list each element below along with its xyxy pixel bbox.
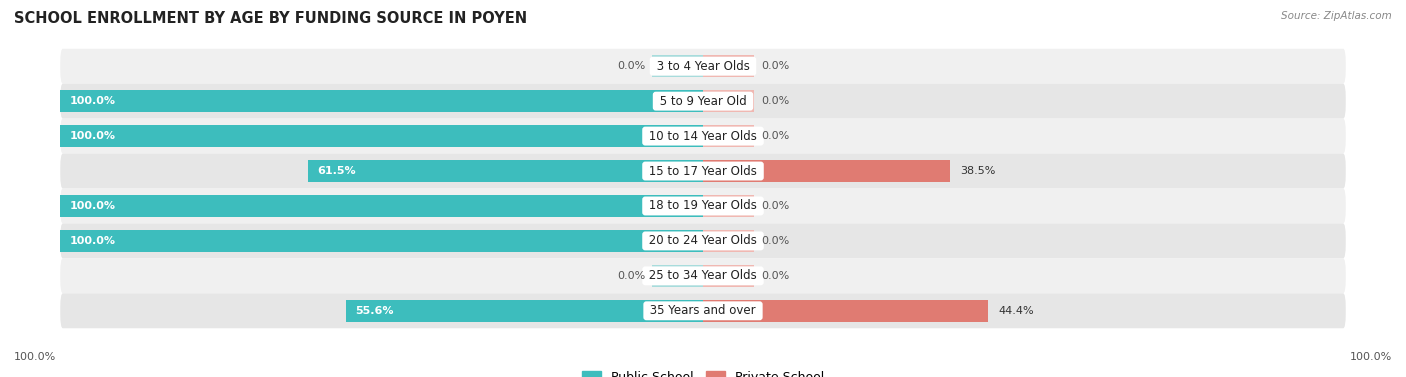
Text: 100.0%: 100.0% — [70, 96, 115, 106]
Text: 18 to 19 Year Olds: 18 to 19 Year Olds — [645, 199, 761, 213]
FancyBboxPatch shape — [60, 153, 1346, 188]
Bar — [60, 90, 703, 112]
Bar — [703, 195, 755, 217]
FancyBboxPatch shape — [60, 293, 1346, 328]
Bar — [308, 160, 703, 182]
Text: 100.0%: 100.0% — [70, 201, 115, 211]
Text: 0.0%: 0.0% — [761, 61, 789, 71]
Text: 0.0%: 0.0% — [761, 271, 789, 281]
Text: 0.0%: 0.0% — [761, 96, 789, 106]
Bar — [703, 265, 755, 287]
Bar — [346, 300, 703, 322]
Text: Source: ZipAtlas.com: Source: ZipAtlas.com — [1281, 11, 1392, 21]
Text: 100.0%: 100.0% — [1350, 352, 1392, 362]
FancyBboxPatch shape — [60, 49, 1346, 84]
Text: 100.0%: 100.0% — [70, 236, 115, 246]
Text: 5 to 9 Year Old: 5 to 9 Year Old — [655, 95, 751, 108]
Text: 100.0%: 100.0% — [70, 131, 115, 141]
FancyBboxPatch shape — [60, 258, 1346, 293]
Text: 35 Years and over: 35 Years and over — [647, 304, 759, 317]
Text: 0.0%: 0.0% — [617, 271, 645, 281]
Text: 3 to 4 Year Olds: 3 to 4 Year Olds — [652, 60, 754, 73]
Text: 0.0%: 0.0% — [761, 131, 789, 141]
Text: 20 to 24 Year Olds: 20 to 24 Year Olds — [645, 234, 761, 247]
Text: 0.0%: 0.0% — [761, 236, 789, 246]
Text: 100.0%: 100.0% — [14, 352, 56, 362]
Bar — [703, 90, 755, 112]
Bar — [60, 125, 703, 147]
FancyBboxPatch shape — [60, 188, 1346, 224]
Text: 55.6%: 55.6% — [356, 306, 394, 316]
Bar — [703, 300, 988, 322]
FancyBboxPatch shape — [60, 224, 1346, 258]
Bar — [703, 55, 755, 77]
Text: 0.0%: 0.0% — [761, 201, 789, 211]
Bar — [651, 265, 703, 287]
Bar — [60, 195, 703, 217]
Text: 0.0%: 0.0% — [617, 61, 645, 71]
FancyBboxPatch shape — [60, 84, 1346, 119]
Bar — [703, 125, 755, 147]
FancyBboxPatch shape — [60, 119, 1346, 153]
Bar — [60, 230, 703, 252]
Bar — [651, 55, 703, 77]
Text: 10 to 14 Year Olds: 10 to 14 Year Olds — [645, 130, 761, 143]
Bar — [703, 160, 950, 182]
Text: 15 to 17 Year Olds: 15 to 17 Year Olds — [645, 164, 761, 178]
Text: 25 to 34 Year Olds: 25 to 34 Year Olds — [645, 269, 761, 282]
Text: 38.5%: 38.5% — [960, 166, 995, 176]
Bar — [703, 230, 755, 252]
Legend: Public School, Private School: Public School, Private School — [576, 366, 830, 377]
Text: 44.4%: 44.4% — [998, 306, 1033, 316]
Text: 61.5%: 61.5% — [318, 166, 356, 176]
Text: SCHOOL ENROLLMENT BY AGE BY FUNDING SOURCE IN POYEN: SCHOOL ENROLLMENT BY AGE BY FUNDING SOUR… — [14, 11, 527, 26]
